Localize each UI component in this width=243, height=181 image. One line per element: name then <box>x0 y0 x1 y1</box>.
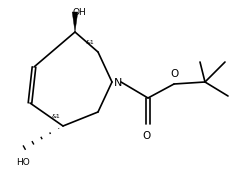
Text: O: O <box>170 69 178 79</box>
Text: O: O <box>142 131 150 141</box>
Text: &1: &1 <box>86 39 95 45</box>
Text: HO: HO <box>16 158 30 167</box>
Text: OH: OH <box>72 8 86 17</box>
Text: &1: &1 <box>52 113 61 119</box>
Text: N: N <box>114 78 122 88</box>
Polygon shape <box>72 12 78 32</box>
